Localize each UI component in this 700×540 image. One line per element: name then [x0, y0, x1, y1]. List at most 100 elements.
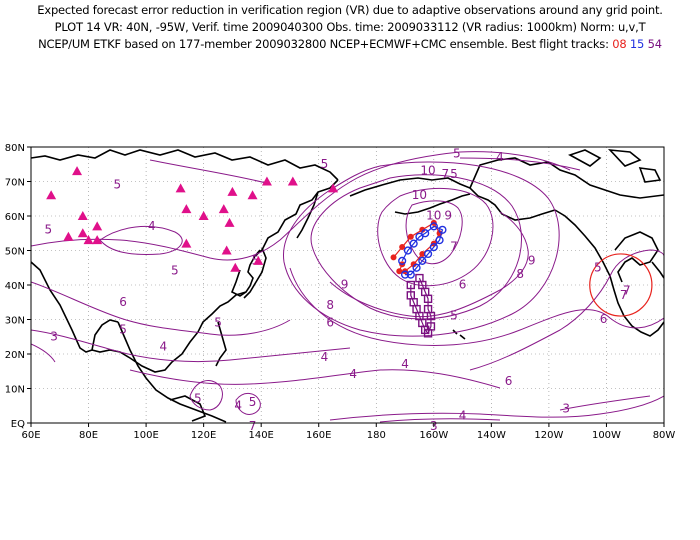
contour-label: 9: [341, 278, 349, 292]
flight-track-15-line: [401, 225, 444, 276]
track-id-15: 15: [629, 37, 645, 51]
raob-site-triangle: [175, 183, 186, 193]
flight-track-15-point: [409, 239, 418, 248]
flight-track-54-point: [423, 304, 433, 314]
x-tick-label: 60E: [21, 430, 40, 441]
contour-label: 9: [444, 209, 452, 223]
flight-track-15-point: [435, 236, 444, 245]
contour-6-asia: [31, 281, 291, 336]
raob-site-triangle: [218, 204, 229, 214]
y-tick-label: 40N: [5, 281, 25, 292]
flight-track-08-point: [396, 268, 403, 275]
title-line-3-text: NCEP/UM ETKF based on 177-member 2009032…: [38, 37, 609, 51]
contour-4-west: [99, 225, 183, 255]
x-tick-label: 160E: [306, 430, 331, 441]
contour-label: 5: [194, 391, 202, 405]
raob-site-triangle: [83, 235, 94, 245]
raob-site-triangle: [230, 262, 241, 272]
flight-track-08-point: [390, 254, 397, 261]
y-tick-label: 50N: [5, 247, 25, 258]
contour-label: 5: [594, 260, 602, 274]
raob-site-triangle: [46, 190, 57, 200]
contour-label: 5: [321, 157, 329, 171]
contour-label: 9: [528, 253, 536, 267]
contour-5: [31, 151, 571, 261]
y-tick-label: 20N: [5, 350, 25, 361]
coastlines: [31, 148, 664, 423]
raob-site-triangle: [77, 228, 88, 238]
contour-label: 5: [252, 253, 260, 267]
flight-track-15-point: [398, 256, 407, 265]
lat-lon-grid: [31, 147, 664, 423]
x-tick-label: 100E: [133, 430, 158, 441]
contour-label: 6: [459, 278, 467, 292]
flight-track-15-point: [418, 256, 427, 265]
coastline-east-asia: [91, 179, 339, 373]
contour-label: 7: [620, 288, 628, 302]
contour-label: 5: [249, 395, 257, 409]
contour-4-equator: [329, 395, 664, 421]
coastline-aleutians: [394, 193, 471, 215]
contour-label: 6: [600, 312, 608, 326]
raob-site-triangle: [198, 211, 209, 220]
x-tick-label: 180: [367, 430, 386, 441]
flight-track-08-point: [410, 261, 417, 268]
contour-label: 5: [214, 315, 222, 329]
raob-site-triangle: [181, 238, 192, 248]
contour-label: 8: [516, 267, 524, 281]
coastline-arctic-islands: [568, 148, 662, 183]
title-line-1: Expected forecast error reduction in ver…: [37, 3, 663, 17]
contour-label: 10: [426, 209, 441, 223]
flight-track-08-point: [399, 244, 406, 251]
contour-label: 5: [450, 309, 458, 323]
contour-label: 10: [412, 188, 427, 202]
coastline-eurasia-north: [31, 149, 339, 181]
contour-label: 4: [148, 219, 156, 233]
contour-8: [310, 174, 522, 320]
raob-site-triangle: [261, 176, 272, 186]
contour-4-small: [235, 393, 261, 415]
y-tick-label: 70N: [5, 178, 25, 189]
contour-label: 4: [234, 398, 242, 412]
raob-site-triangle: [181, 204, 192, 214]
x-tick-label: 80E: [79, 430, 98, 441]
flight-track-15-point: [400, 270, 410, 279]
contour-label: 5: [171, 264, 179, 278]
coastline-us-east: [651, 261, 664, 279]
contour-9: [377, 187, 494, 287]
contour-5-east: [469, 249, 664, 371]
flight-track-15-point: [415, 232, 424, 241]
flight-track-54-point: [426, 322, 436, 331]
x-tick-label: 120E: [191, 430, 216, 441]
flight-track-15-point: [429, 222, 438, 231]
y-tick-label: 60N: [5, 212, 25, 223]
contour-label: 3: [50, 329, 58, 343]
raob-site-triangle: [92, 221, 103, 231]
raob-site-triangle: [221, 245, 232, 255]
raob-site-triangle: [227, 186, 238, 196]
x-tick-label: 140E: [248, 430, 273, 441]
contour-label: 3: [562, 402, 570, 416]
contour-3-west: [31, 343, 56, 363]
contour-label: 5: [44, 222, 52, 236]
contour-label: 7: [249, 419, 257, 433]
coastline-north-america: [554, 209, 664, 337]
contour-6: [289, 267, 664, 346]
contour-label: 4: [496, 150, 504, 164]
contour-9-south: [329, 211, 529, 318]
contour-label: 7: [442, 167, 450, 181]
y-tick-label: 80N: [5, 143, 25, 154]
flight-track-54-point: [406, 280, 415, 290]
contour-5-small: [189, 380, 223, 411]
contour-label: 5: [113, 177, 121, 191]
x-tick-label: 140W: [477, 430, 506, 441]
contour-label: 6: [505, 374, 513, 388]
y-tick-label: EQ: [11, 419, 25, 430]
raob-sites: [46, 166, 339, 272]
contour-label: 5: [119, 322, 127, 336]
y-tick-label: 10N: [5, 385, 25, 396]
contour-3-equator: [379, 395, 651, 423]
flight-track-54-point: [415, 273, 424, 283]
contour-label: 8: [326, 298, 334, 312]
